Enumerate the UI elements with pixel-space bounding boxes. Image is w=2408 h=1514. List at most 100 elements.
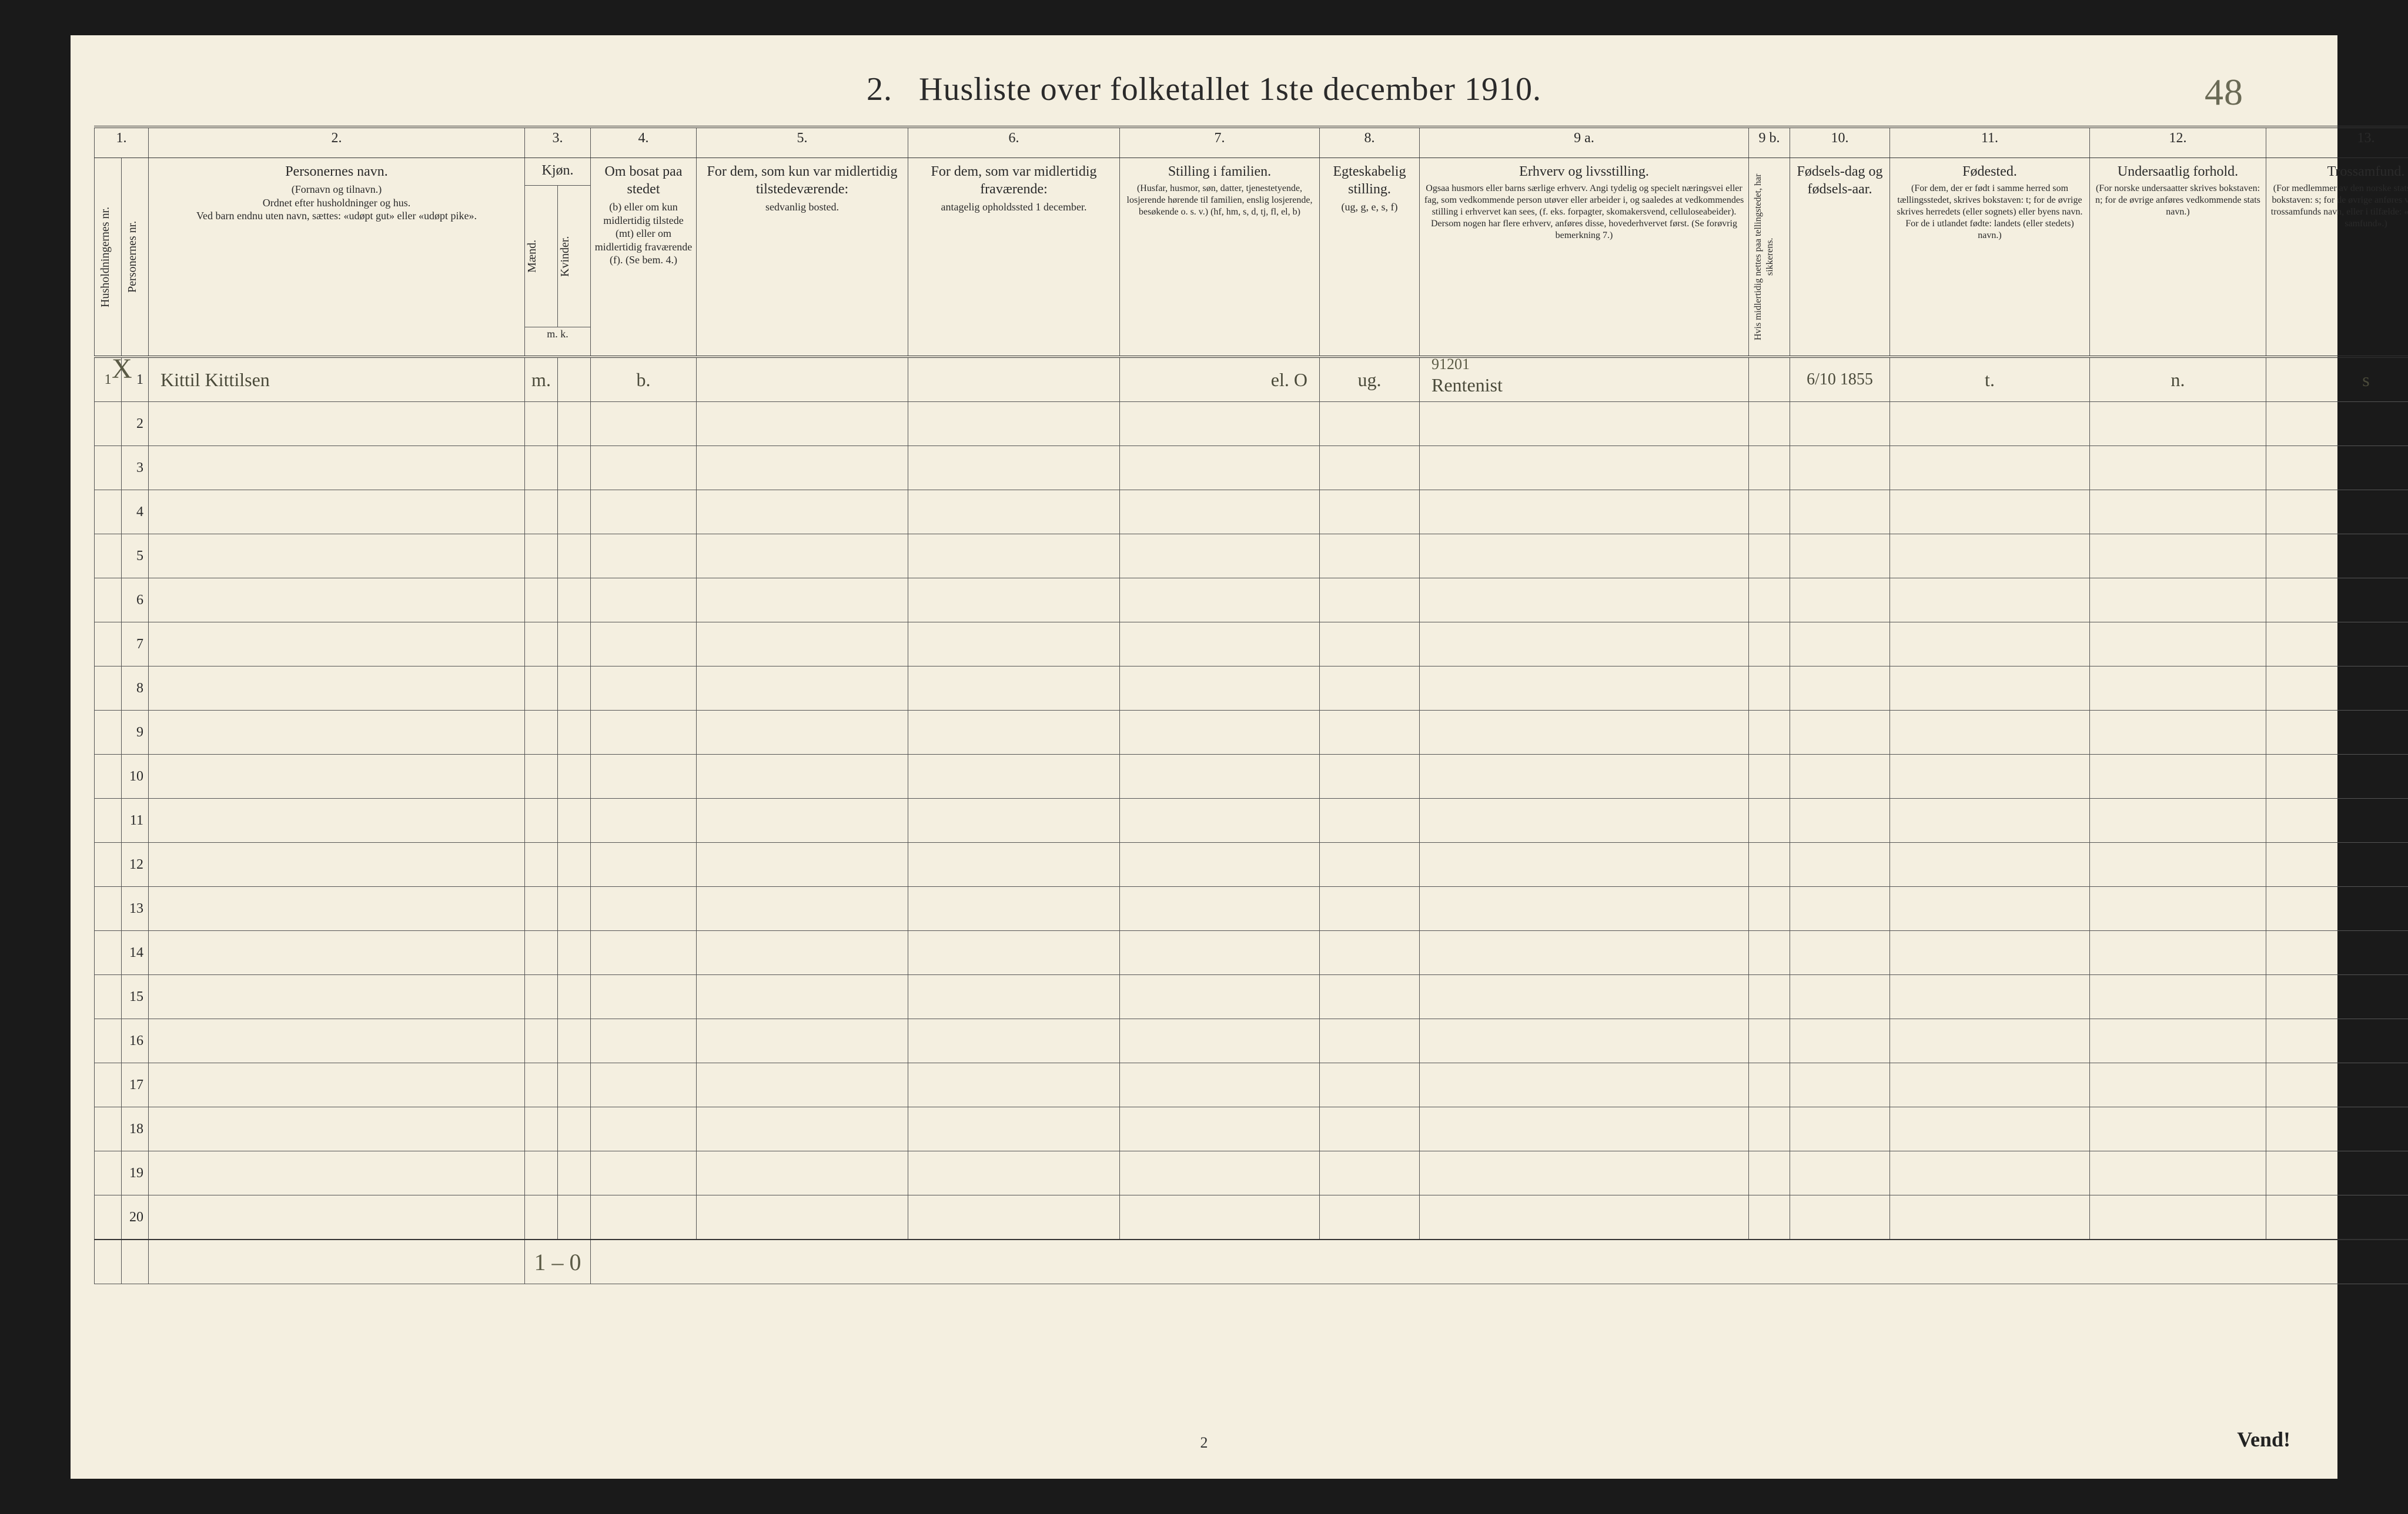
header-resident-sub: (b) eller om kun midlertidig tilstede (m… [594,200,693,267]
cell-occupation: 91201 Rentenist [1420,357,1749,402]
cell-empty [908,666,1120,711]
cell-empty [697,402,908,446]
cell-empty [1120,975,1320,1019]
cell-empty [1120,1063,1320,1107]
cell-empty [1749,931,1790,975]
cell-empty [1120,1195,1320,1240]
cell-empty [1749,666,1790,711]
colnum-11: 11. [1890,127,2090,158]
cell-person-nr: 7 [122,622,149,666]
table-row: 18 [95,1107,2408,1151]
header-birthplace-sub: (For dem, der er født i samme herred som… [1894,183,2086,242]
cell-empty [2090,1107,2266,1151]
cell-empty [2266,1151,2408,1195]
cell-empty [122,1240,149,1284]
cell-empty [1790,711,1890,755]
cell-empty [149,1019,525,1063]
cell-empty [1890,490,2090,534]
header-name-sub2: Ordnet efter husholdninger og hus. [152,196,521,210]
cell-empty [1120,887,1320,931]
table-row: 17 [95,1063,2408,1107]
cell-empty [149,402,525,446]
cell-empty [1790,799,1890,843]
cell-temp-absent [908,357,1120,402]
cell-empty [525,534,558,578]
cell-empty [1890,534,2090,578]
cell-empty [1790,578,1890,622]
cell-empty [1890,446,2090,490]
margin-mark-x: X [112,353,132,385]
cell-empty [697,490,908,534]
cell-empty [95,1107,122,1151]
cell-empty [1749,1063,1790,1107]
colnum-4: 4. [591,127,697,158]
header-temp-present-main: For dem, som kun var midlertidig tilsted… [700,163,904,198]
cell-empty [1749,1019,1790,1063]
cell-empty [558,1019,591,1063]
cell-empty [1790,446,1890,490]
cell-empty [525,843,558,887]
cell-temp-present [697,357,908,402]
cell-empty [697,799,908,843]
cell-empty [1890,887,2090,931]
cell-empty [697,1151,908,1195]
cell-empty [1420,1019,1749,1063]
colnum-2: 2. [149,127,525,158]
cell-empty [908,578,1120,622]
cell-name: Kittil Kittilsen [149,357,525,402]
tally-value: 1 – 0 [534,1249,581,1275]
cell-empty [1749,843,1790,887]
colnum-9b: 9 b. [1749,127,1790,158]
cell-empty [1790,622,1890,666]
cell-empty [1320,1195,1420,1240]
cell-empty [2090,1019,2266,1063]
cell-empty [1890,1107,2090,1151]
cell-empty [591,666,697,711]
cell-empty [591,622,697,666]
cell-empty [908,931,1120,975]
cell-empty [95,534,122,578]
cell-empty [149,843,525,887]
cell-empty [525,1151,558,1195]
cell-empty [591,755,697,799]
cell-empty [558,666,591,711]
header-family-position-main: Stilling i familien. [1123,163,1316,180]
header-temp-absent: For dem, som var midlertidig fraværende:… [908,158,1120,357]
cell-empty [591,931,697,975]
cell-empty [1320,755,1420,799]
cell-empty [95,622,122,666]
cell-empty [95,490,122,534]
cell-empty [2090,711,2266,755]
cell-empty [591,1063,697,1107]
cell-empty [1749,1151,1790,1195]
cell-empty [149,490,525,534]
header-temp-absent-sub: antagelig opholdssted 1 december. [912,200,1116,214]
header-resident: Om bosat paa stedet (b) eller om kun mid… [591,158,697,357]
table-row: 11 [95,799,2408,843]
cell-empty [149,711,525,755]
header-sex-main: Kjøn. [526,162,589,179]
cell-empty [1320,534,1420,578]
header-temp-absent-main: For dem, som var midlertidig fraværende: [912,163,1116,198]
cell-empty [908,1019,1120,1063]
header-marital-main: Egteskabelig stilling. [1323,163,1416,198]
table-row: 15 [95,975,2408,1019]
cell-person-nr: 11 [122,799,149,843]
cell-empty [149,1240,525,1284]
cell-empty [1890,711,2090,755]
table-row: 7 [95,622,2408,666]
cell-empty [2266,666,2408,711]
cell-empty [149,887,525,931]
cell-empty [1320,1019,1420,1063]
cell-empty [697,1107,908,1151]
cell-empty [525,402,558,446]
cell-empty [149,799,525,843]
cell-empty [1120,578,1320,622]
cell-empty [149,534,525,578]
cell-empty [95,446,122,490]
cell-empty [2090,799,2266,843]
cell-empty [2266,755,2408,799]
cell-empty [558,1107,591,1151]
cell-empty [1749,887,1790,931]
cell-empty [1749,975,1790,1019]
